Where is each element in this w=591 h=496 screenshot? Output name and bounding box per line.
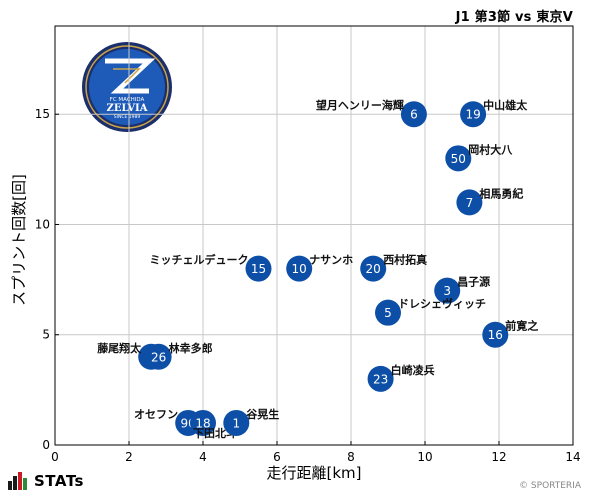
emblem-z-accent (113, 68, 141, 84)
y-tick-label: 10 (35, 217, 50, 231)
player-name-label: 藤尾翔太 (97, 341, 142, 355)
x-tick-label: 14 (565, 450, 580, 464)
copyright-text: © SPORTERIA (519, 481, 581, 491)
emblem-gold-ring (85, 45, 169, 129)
player-marker (434, 277, 461, 304)
player-number-label: 3 (443, 284, 451, 298)
player-name-label: 谷晃生 (246, 407, 279, 421)
grid (55, 26, 573, 445)
player-name-label: 前寛之 (505, 319, 538, 333)
player-name-label: 岡村大八 (468, 142, 513, 156)
player-number-label: 19 (465, 108, 480, 122)
player-number-label: 7 (466, 196, 474, 210)
player-point: 1 谷晃生 (223, 407, 279, 436)
player-marker (245, 255, 272, 282)
player-name-label: 相馬勇紀 (479, 186, 523, 200)
player-name-label: ミッチェルデューク (150, 253, 249, 267)
player-name-label: ドレシェヴィッチ (398, 297, 486, 311)
plot-frame (54, 25, 574, 446)
x-tick-label: 2 (125, 450, 133, 464)
player-marker (400, 101, 427, 128)
stats-brand-text: STATs (34, 472, 84, 490)
player-marker (145, 343, 172, 370)
player-name-label: 中山雄太 (483, 98, 528, 112)
x-tick-label: 6 (273, 450, 281, 464)
player-number-label: 6 (410, 108, 418, 122)
player-number-label: 23 (373, 372, 388, 386)
player-marker (367, 365, 394, 392)
data-points: 6望月ヘンリー海輝19中山雄太50岡村大八7相馬勇紀15ミッチェルデューク10ナ… (97, 98, 538, 440)
player-point: 5 ドレシェヴィッチ (375, 297, 486, 326)
x-tick-label: 4 (199, 450, 207, 464)
player-name-label: 昌子源 (457, 275, 490, 289)
player-marker (286, 255, 313, 282)
x-tick-label: 0 (51, 450, 59, 464)
player-name-label: 白崎凌兵 (391, 363, 435, 377)
player-number-label: 15 (251, 262, 266, 276)
emblem-text-top: FC MACHIDA (110, 97, 145, 103)
player-name-label: 望月ヘンリー海輝 (316, 98, 404, 112)
player-point: 7 相馬勇紀 (456, 186, 523, 216)
player-marker (190, 409, 216, 436)
player-name-label: オセフン (134, 408, 178, 421)
x-tick-label: 8 (347, 450, 355, 464)
player-number-label: 1 (232, 416, 240, 430)
y-tick-label: 0 (42, 438, 50, 452)
player-number-label: 16 (488, 328, 503, 342)
player-number-label: 5 (384, 306, 392, 320)
player-marker (456, 189, 483, 216)
player-marker (445, 145, 472, 172)
player-marker (460, 101, 487, 128)
player-marker (375, 299, 401, 326)
player-name-label: 西村拓真 (383, 253, 427, 267)
emblem-text-main: ZELVIA (107, 103, 148, 114)
player-name-label: 林幸多郎 (169, 341, 213, 355)
player-number-label: 10 (292, 262, 307, 276)
player-marker (360, 255, 387, 282)
player-number-label: 50 (451, 152, 466, 166)
player-name-label: ナサンホ (309, 254, 353, 267)
player-number-label: 20 (366, 262, 381, 276)
player-number-label: 26 (151, 350, 166, 364)
stats-bars-icon (8, 472, 27, 490)
player-marker (223, 409, 250, 436)
emblem-inner-disc (89, 49, 165, 125)
emblem-text-bottom: SINCE 1989 (114, 114, 141, 120)
player-point: 6 望月ヘンリー海輝 (316, 98, 427, 128)
player-number-label: 18 (195, 416, 210, 430)
x-tick-label: 10 (417, 450, 432, 464)
x-axis-label: 走行距離[km] (266, 464, 361, 482)
stats-logo: STATs (8, 472, 84, 490)
y-tick-label: 15 (35, 107, 50, 121)
y-tick-label: 5 (42, 328, 50, 342)
x-tick-label: 12 (491, 450, 506, 464)
y-axis-label: スプリント回数[回] (10, 174, 28, 306)
player-marker (482, 321, 509, 348)
chart-title: J1 第3節 vs 東京V (455, 10, 573, 25)
player-point: 3 昌子源 (434, 275, 490, 304)
